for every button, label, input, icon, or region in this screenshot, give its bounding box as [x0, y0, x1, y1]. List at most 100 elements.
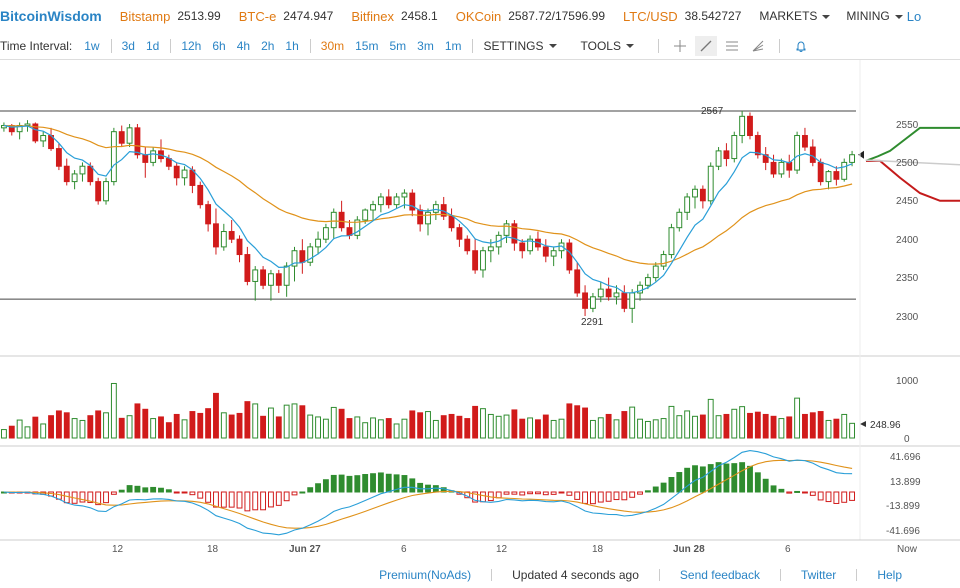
alert-bell-icon[interactable] [790, 36, 812, 56]
candle-body [377, 196, 384, 206]
volume-bar [605, 413, 612, 439]
price-axis-label: 2450 [896, 196, 919, 207]
mining-menu[interactable]: MINING [846, 9, 903, 23]
candle-body [527, 238, 534, 252]
candle-body [692, 188, 698, 198]
premium-link[interactable]: Premium(NoAds) [379, 567, 472, 582]
markets-menu[interactable]: MARKETS [759, 9, 831, 23]
macd-histogram-bar [393, 474, 400, 493]
macd-histogram-bar [362, 474, 369, 493]
interval-3m[interactable]: 3m [417, 38, 434, 53]
candle-body [32, 123, 39, 142]
volume-bar [739, 406, 746, 439]
tools-menu[interactable]: TOOLS [581, 39, 634, 53]
line-icon[interactable] [694, 35, 717, 56]
ticker-exchange-bitstamp[interactable]: Bitstamp [119, 8, 171, 24]
candle-body [118, 131, 125, 144]
hlines-icon[interactable] [721, 36, 743, 56]
candle-body [660, 254, 667, 267]
candle-body [684, 196, 691, 213]
volume-bar [542, 414, 549, 439]
ticker-exchange-okcoin[interactable]: OKCoin [455, 8, 502, 24]
interval-4h[interactable]: 4h [236, 38, 251, 53]
volume-bar [236, 412, 243, 439]
interval-1m[interactable]: 1m [444, 38, 462, 53]
macd-histogram-bar [542, 491, 549, 496]
markets-menu-label: MARKETS [759, 9, 818, 23]
login-link[interactable]: Lo [906, 8, 922, 24]
volume-bar [213, 392, 219, 439]
candle-body [315, 238, 321, 248]
candle-body [550, 250, 557, 257]
price-chart[interactable]: 2550 2500 2450 2400 2350 2300 1000 0 248… [0, 60, 960, 560]
candle-body [95, 181, 102, 202]
help-link[interactable]: Help [877, 567, 902, 582]
divider [491, 568, 493, 581]
volume-bar [32, 416, 39, 439]
candle-body [142, 154, 149, 163]
candle-body [409, 192, 416, 211]
twitter-link[interactable]: Twitter [800, 567, 837, 582]
volume-bar [197, 412, 204, 439]
chart-canvas[interactable]: 2550 2500 2450 2400 2350 2300 1000 0 248… [0, 60, 960, 560]
crosshair-icon[interactable] [669, 36, 691, 56]
interval-1h[interactable]: 1h [285, 38, 299, 53]
macd-histogram-bar [503, 491, 510, 495]
candle-body [205, 204, 212, 225]
macd-histogram-bar [142, 487, 149, 493]
candle-body [480, 250, 486, 271]
interval-1w[interactable]: 1w [84, 38, 100, 53]
ticker-exchange-ltcusd[interactable]: LTC/USD [623, 8, 678, 24]
volume-bar [731, 408, 738, 439]
update-status: Updated 4 seconds ago [512, 567, 639, 582]
macd-signal-line [3, 459, 853, 529]
candle-body [574, 269, 581, 294]
settings-menu[interactable]: SETTINGS [483, 39, 557, 53]
interval-1d[interactable]: 1d [145, 38, 160, 53]
macd-histogram-bar [126, 485, 133, 493]
volume-bar [589, 419, 596, 439]
volume-bar [809, 412, 816, 439]
volume-bar [220, 412, 227, 439]
candle-body [731, 135, 738, 160]
macd-histogram-bar [660, 482, 667, 493]
volume-bar [322, 418, 329, 439]
interval-5m[interactable]: 5m [389, 38, 407, 53]
candle-body [629, 292, 636, 309]
interval-3d[interactable]: 3d [121, 38, 135, 53]
interval-2h[interactable]: 2h [261, 38, 275, 53]
interval-12h[interactable]: 12h [181, 38, 202, 53]
volume-bar [55, 410, 62, 439]
volume-bar [409, 410, 416, 439]
macd-histogram-bar [275, 491, 282, 506]
candle-body [322, 227, 329, 240]
candle-body [260, 269, 267, 286]
candle-body [55, 148, 62, 167]
volume-bar [275, 416, 282, 439]
candle-body [503, 223, 510, 236]
brand-logo[interactable]: BitcoinWisdom [0, 8, 102, 24]
feedback-link[interactable]: Send feedback [679, 567, 760, 582]
ticker-exchange-bitfinex[interactable]: Bitfinex [351, 8, 394, 24]
interval-30m[interactable]: 30m [320, 38, 345, 53]
macd-histogram-bar [833, 491, 840, 504]
candle-body [456, 227, 463, 240]
macd-histogram-bar [582, 491, 588, 504]
macd-histogram-bar [79, 491, 86, 503]
macd-histogram-bar [417, 482, 424, 493]
macd-histogram-bar [260, 491, 267, 511]
macd-histogram-bar [103, 491, 109, 504]
fan-icon[interactable] [747, 36, 769, 56]
interval-15m[interactable]: 15m [355, 38, 379, 53]
candle-body [644, 277, 651, 286]
volume-bar [150, 418, 157, 439]
interval-6h[interactable]: 6h [212, 38, 226, 53]
volume-bar [621, 411, 628, 439]
volume-bar [95, 410, 102, 439]
volume-bar [574, 405, 581, 439]
ticker-exchange-btce[interactable]: BTC-e [238, 8, 277, 24]
macd-histogram-bar [495, 491, 502, 499]
candle-body [566, 242, 573, 271]
macd-histogram-bar [150, 486, 157, 493]
volume-bar [16, 419, 23, 439]
